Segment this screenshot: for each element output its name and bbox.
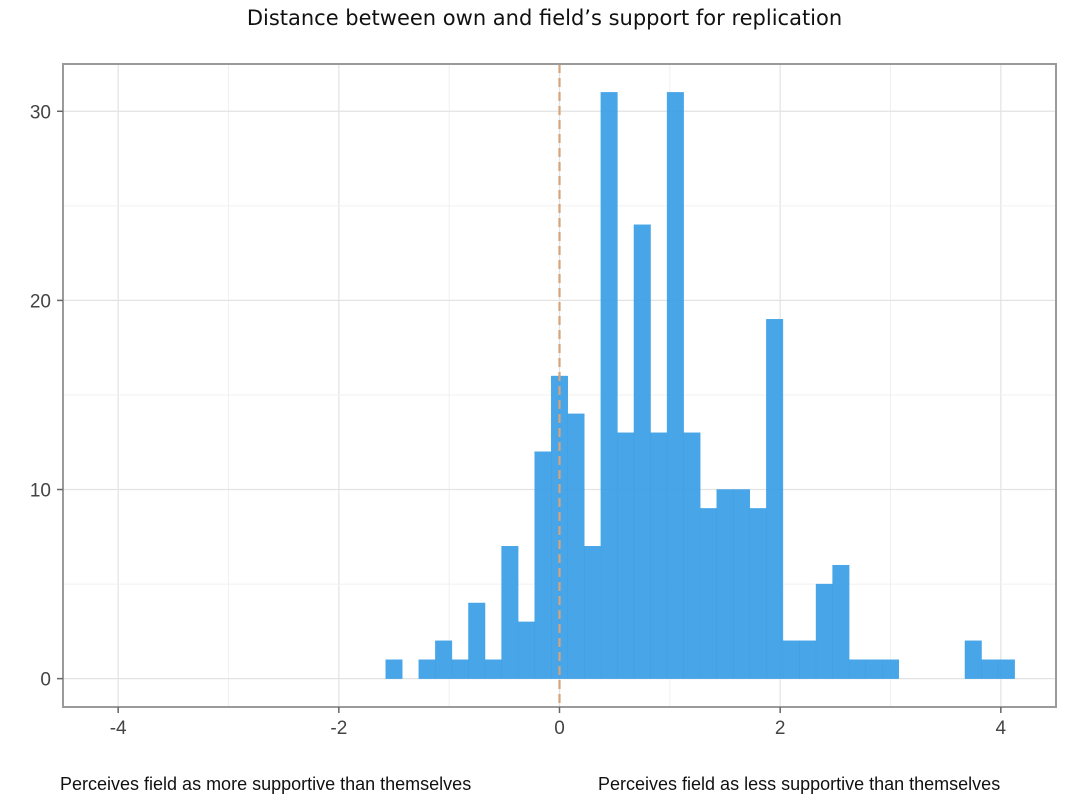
histogram-bar — [848, 659, 866, 679]
histogram-bar — [716, 489, 734, 679]
y-tick-label: 10 — [30, 481, 51, 502]
histogram-bar — [964, 640, 982, 679]
histogram-bar — [584, 546, 602, 679]
axis-ticks: -4 -2 0 2 4 0 10 20 30 — [30, 102, 1007, 739]
x-tick-label: -2 — [330, 718, 347, 739]
histogram-bar — [683, 432, 701, 679]
histogram-bar — [517, 621, 535, 679]
histogram-bar — [435, 640, 453, 679]
histogram-bar — [484, 659, 502, 679]
histogram-bar — [882, 659, 899, 679]
histogram-bar — [799, 640, 817, 679]
histogram-bar — [385, 659, 403, 679]
x-tick-label: 2 — [775, 718, 786, 739]
histogram-bar — [733, 489, 751, 679]
histogram-bar — [981, 659, 999, 679]
y-tick-label: 20 — [30, 291, 51, 312]
histogram-bar — [501, 546, 519, 679]
histogram-bar — [451, 659, 469, 679]
chart-title: Distance between own and field’s support… — [246, 6, 843, 30]
histogram-bar — [650, 432, 668, 679]
histogram-bar — [600, 92, 618, 679]
histogram-bar — [666, 92, 684, 679]
annotation-left: Perceives field as more supportive than … — [60, 774, 472, 794]
histogram-bar — [782, 640, 800, 679]
histogram-bar — [997, 659, 1015, 679]
annotation-right: Perceives field as less supportive than … — [598, 774, 1001, 794]
histogram-bar — [617, 432, 635, 679]
y-tick-label: 0 — [40, 670, 51, 691]
x-tick-label: -4 — [110, 718, 127, 739]
histogram-bar — [418, 659, 436, 679]
histogram-bar — [865, 659, 883, 679]
histogram-bar — [534, 451, 552, 679]
x-tick-label: 4 — [996, 718, 1007, 739]
histogram-bar — [766, 319, 784, 679]
y-tick-label: 30 — [30, 102, 51, 123]
histogram-bar — [567, 413, 585, 679]
histogram-bar — [749, 508, 767, 679]
histogram-bar — [468, 602, 486, 679]
histogram-bar — [815, 583, 833, 679]
histogram-bars — [385, 92, 1015, 679]
x-tick-label: 0 — [554, 718, 565, 739]
histogram-bar — [699, 508, 717, 679]
histogram-bar — [832, 564, 850, 679]
histogram-bar — [633, 224, 651, 679]
